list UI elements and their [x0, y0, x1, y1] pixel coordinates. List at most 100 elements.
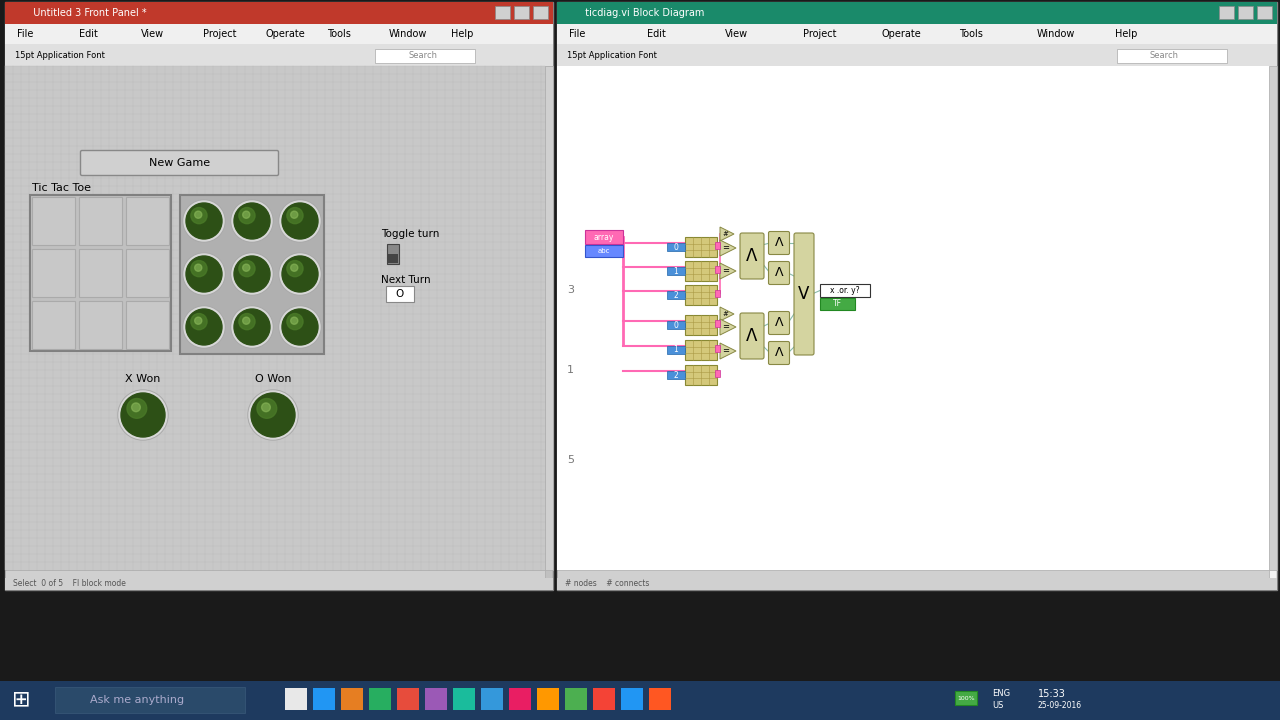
Text: Next Turn: Next Turn: [381, 275, 430, 285]
Circle shape: [248, 390, 298, 440]
Bar: [495, 6, 509, 19]
Circle shape: [186, 203, 221, 239]
Text: Project: Project: [204, 29, 237, 39]
Circle shape: [234, 309, 270, 345]
Bar: [532, 6, 548, 19]
Circle shape: [243, 264, 250, 271]
Text: Window: Window: [389, 29, 428, 39]
Bar: [1117, 49, 1228, 63]
FancyBboxPatch shape: [768, 261, 790, 284]
Text: V: V: [799, 285, 810, 303]
Circle shape: [230, 200, 273, 242]
Circle shape: [232, 307, 273, 347]
Text: 0: 0: [673, 320, 678, 330]
Text: =: =: [722, 346, 730, 356]
Bar: [79, 197, 122, 245]
Circle shape: [282, 203, 317, 239]
Text: Untitled 3 Front Panel *: Untitled 3 Front Panel *: [27, 8, 147, 18]
Bar: [481, 688, 503, 710]
Circle shape: [279, 306, 321, 348]
Bar: [32, 249, 76, 297]
Text: Λ: Λ: [746, 247, 758, 265]
Circle shape: [186, 256, 221, 292]
Text: View: View: [141, 29, 164, 39]
Text: O: O: [396, 289, 404, 299]
Circle shape: [195, 211, 202, 218]
Circle shape: [243, 317, 250, 324]
Text: Ask me anything: Ask me anything: [90, 695, 184, 705]
FancyBboxPatch shape: [768, 232, 790, 254]
Text: =: =: [722, 243, 730, 253]
Text: Λ: Λ: [774, 346, 783, 359]
Bar: [685, 285, 717, 305]
Circle shape: [239, 313, 255, 330]
Text: Help: Help: [1115, 29, 1138, 39]
Bar: [79, 249, 122, 297]
Circle shape: [287, 313, 303, 330]
Text: Edit: Edit: [79, 29, 97, 39]
Bar: [593, 688, 614, 710]
Bar: [5, 44, 553, 66]
Text: 1: 1: [673, 346, 678, 354]
Circle shape: [195, 317, 202, 324]
Circle shape: [232, 201, 273, 241]
Text: Help: Help: [451, 29, 474, 39]
Polygon shape: [719, 240, 736, 256]
Text: Tools: Tools: [326, 29, 351, 39]
Bar: [369, 688, 390, 710]
Text: 3: 3: [567, 285, 573, 295]
Circle shape: [232, 254, 273, 294]
Bar: [5, 66, 545, 570]
Text: 5: 5: [567, 455, 573, 465]
Circle shape: [280, 254, 320, 294]
Text: Window: Window: [1037, 29, 1075, 39]
Bar: [557, 24, 1277, 44]
Circle shape: [183, 253, 225, 295]
Polygon shape: [719, 307, 733, 321]
Circle shape: [119, 391, 166, 439]
Bar: [387, 244, 399, 264]
Bar: [685, 261, 717, 281]
Text: #: #: [722, 311, 728, 317]
Bar: [557, 2, 1277, 24]
Text: =: =: [722, 266, 730, 276]
Text: 15:33: 15:33: [1038, 689, 1066, 699]
Circle shape: [230, 253, 273, 295]
Circle shape: [261, 403, 270, 412]
Text: X Won: X Won: [125, 374, 161, 384]
Text: 1: 1: [673, 266, 678, 276]
Text: =: =: [722, 323, 730, 331]
Circle shape: [118, 390, 168, 440]
Circle shape: [184, 201, 224, 241]
Bar: [667, 243, 685, 251]
Bar: [397, 688, 419, 710]
Bar: [5, 570, 545, 578]
Text: ticdiag.vi Block Diagram: ticdiag.vi Block Diagram: [579, 8, 704, 18]
Circle shape: [191, 313, 207, 330]
Text: 2: 2: [673, 290, 678, 300]
Bar: [667, 321, 685, 329]
Text: Search: Search: [1149, 52, 1179, 60]
Bar: [685, 315, 717, 335]
Text: Operate: Operate: [265, 29, 305, 39]
Bar: [545, 66, 553, 570]
Text: File: File: [17, 29, 33, 39]
Text: Λ: Λ: [774, 317, 783, 330]
Text: Operate: Operate: [881, 29, 920, 39]
Circle shape: [287, 207, 303, 224]
Bar: [388, 254, 398, 263]
Circle shape: [282, 309, 317, 345]
Circle shape: [230, 306, 273, 348]
Bar: [685, 365, 717, 385]
Circle shape: [127, 398, 147, 418]
Circle shape: [183, 306, 225, 348]
Bar: [125, 249, 169, 297]
Circle shape: [280, 307, 320, 347]
Text: ⊞: ⊞: [12, 690, 31, 711]
Text: New Game: New Game: [150, 158, 211, 168]
Circle shape: [250, 391, 297, 439]
Bar: [585, 230, 623, 244]
Bar: [340, 688, 364, 710]
Polygon shape: [719, 343, 736, 359]
Polygon shape: [719, 227, 733, 241]
